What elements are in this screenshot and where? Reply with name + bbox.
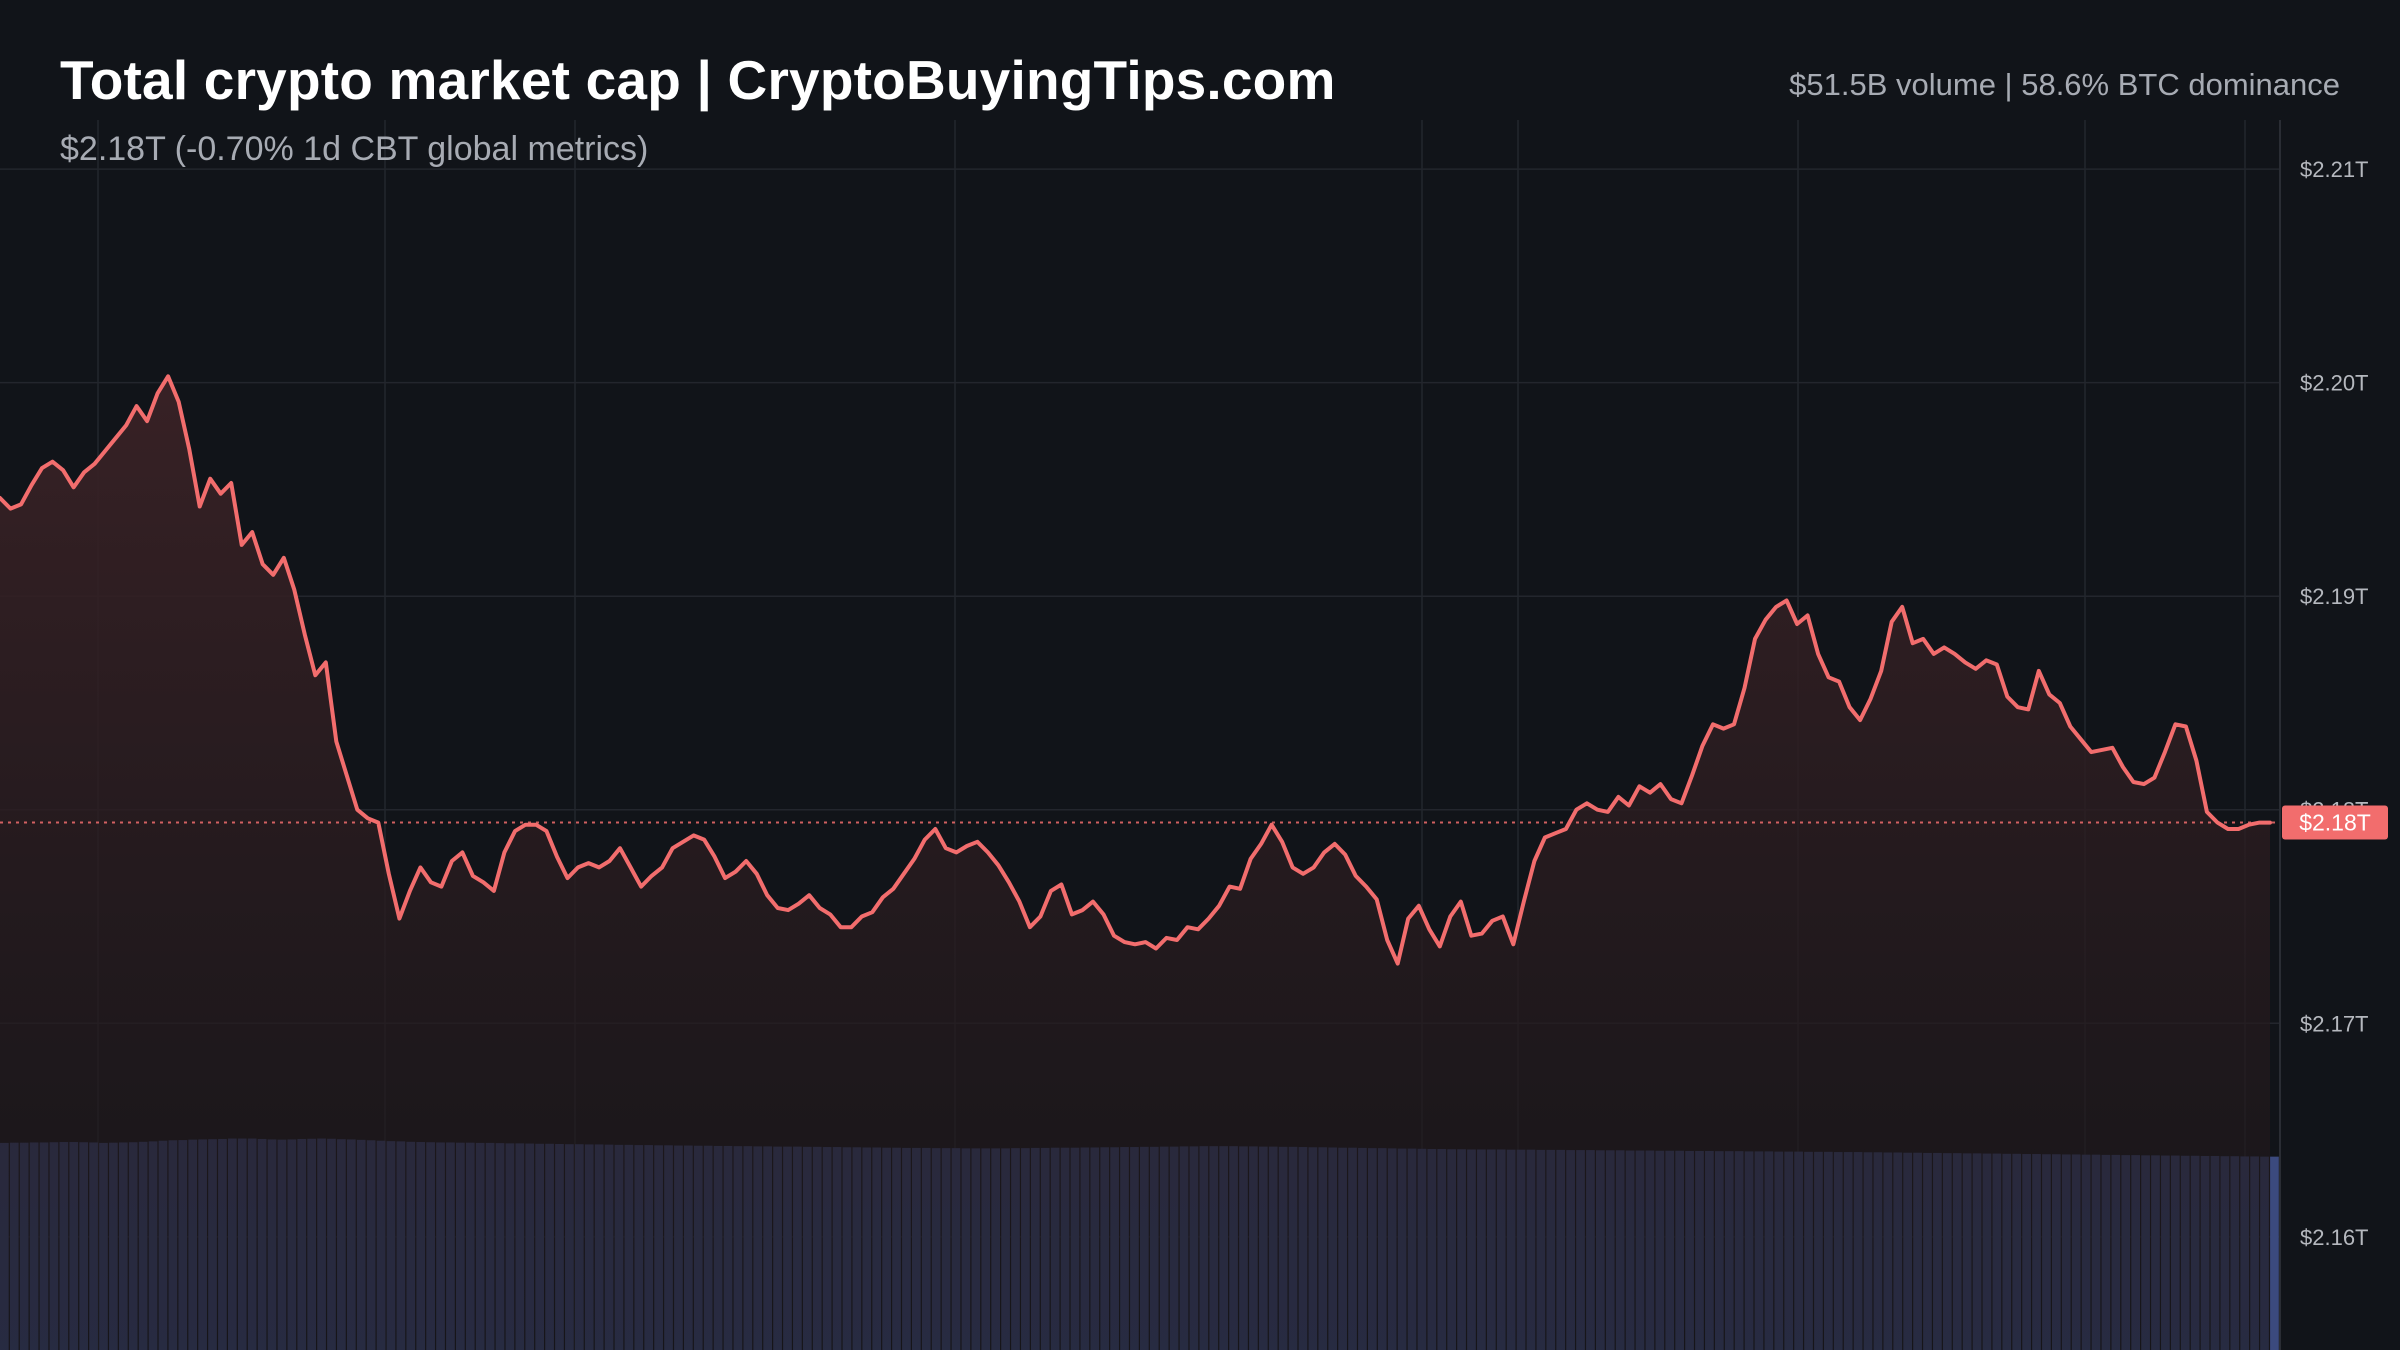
- y-tick-label: $2.19T: [2300, 584, 2369, 609]
- y-tick-label: $2.21T: [2300, 157, 2369, 182]
- chart-title: Total crypto market cap | CryptoBuyingTi…: [60, 49, 1336, 111]
- y-axis: $2.16T $2.17T $2.18T $2.19T $2.20T $2.21T: [2279, 120, 2369, 1350]
- y-tick-label: $2.20T: [2300, 371, 2369, 396]
- market-cap-area: [0, 376, 2270, 1350]
- last-value-label: $2.18T: [2299, 810, 2371, 836]
- y-tick-label: $2.17T: [2300, 1011, 2369, 1036]
- last-value-tag: $2.18T: [2282, 805, 2388, 840]
- market-stats: $51.5B volume | 58.6% BTC dominance: [1789, 67, 2340, 102]
- volume-bar: [2270, 1156, 2279, 1350]
- y-tick-label: $2.16T: [2300, 1225, 2369, 1250]
- chart-subtitle: $2.18T (-0.70% 1d CBT global metrics): [60, 130, 649, 168]
